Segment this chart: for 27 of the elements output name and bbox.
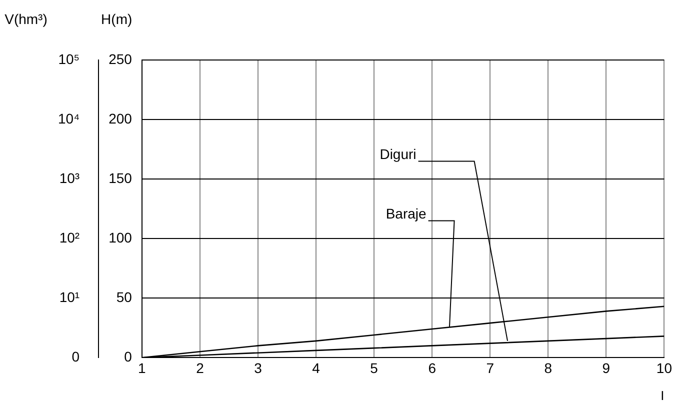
y-tick-label: 250 [108, 50, 132, 67]
y2-tick-label: 10⁵ [58, 50, 80, 67]
x-axis-title: I [660, 388, 664, 403]
x-tick-label: 8 [544, 360, 552, 376]
x-tick-label: 10 [656, 360, 672, 376]
text: Baraje [386, 206, 427, 222]
x-tick-label: 1 [138, 360, 146, 376]
y2-tick-label: 0 [72, 348, 80, 364]
text: Diguri [380, 146, 416, 162]
y2-tick-label: 10³ [59, 170, 80, 186]
y2-tick-label: 10² [59, 229, 80, 246]
y-tick-label: 50 [116, 288, 132, 305]
y-tick-label: 150 [108, 170, 132, 186]
x-tick-label: 4 [312, 360, 320, 376]
y-tick-label: 200 [108, 110, 132, 126]
y2-tick-label: 10¹ [59, 288, 80, 305]
y2-axis-title: V(hm³) [4, 10, 48, 27]
x-tick-label: 5 [370, 360, 378, 376]
x-tick-label: 6 [428, 360, 436, 376]
y-tick-label: 100 [108, 229, 132, 246]
y-tick-label: 0 [124, 348, 132, 364]
x-tick-label: 3 [254, 360, 262, 376]
x-tick-label: 2 [196, 360, 204, 376]
x-tick-label: 9 [602, 360, 610, 376]
y-axis-title: H(m) [101, 10, 132, 27]
y2-tick-label: 10⁴ [58, 110, 80, 126]
x-tick-label: 7 [486, 360, 494, 376]
